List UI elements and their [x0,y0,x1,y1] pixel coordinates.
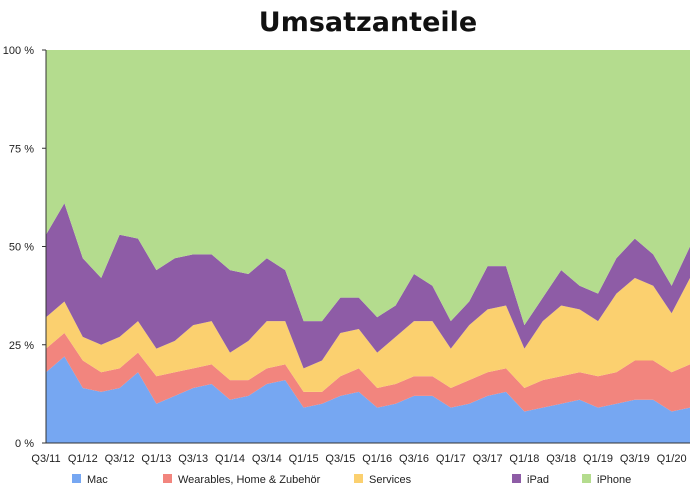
area-wearables-home-zubeh-r [46,332,690,412]
x-axis: Q3/11 Q1/12 Q3/12 Q1/13 Q3/13 Q1/14 Q3/14 Q1/15… [31,442,690,465]
area-iphone [46,50,690,326]
y-tick-label: 100 % [3,45,34,57]
x-tick-label: Q1/13 [141,453,171,465]
x-tick-label: Q3/18 [546,453,576,465]
area-ipad [46,203,690,369]
legend-swatch [163,474,172,483]
legend-item-ipad: iPad [512,474,549,486]
x-tick-label: Q1/16 [362,453,392,465]
legend-label: Services [369,474,412,486]
legend-item-mac: Mac [72,474,108,486]
x-tick-label: Q3/11 [31,453,60,465]
legend-swatch [582,474,591,483]
y-tick-label: 0 % [15,438,34,450]
area-mac [46,356,690,443]
legend-label: Wearables, Home & Zubehör [178,474,321,486]
x-tick-label: Q3/19 [620,453,650,465]
x-tick-label: Q1/18 [509,453,539,465]
legend-label: Mac [87,474,108,486]
legend: Mac Wearables, Home & Zubehör Services iPad… [72,474,631,486]
x-tick-label: Q1/17 [436,453,466,465]
y-tick-label: 75 % [9,143,34,155]
legend-item-wearables-home-zubeh-r: Wearables, Home & Zubehör [163,474,321,486]
x-tick-label: Q3/17 [473,453,503,465]
x-tick-label: Q3/16 [399,453,429,465]
x-tick-label: Q1/12 [68,453,98,465]
y-axis: 0 % 25 % 50 % 75 % 100 % [3,45,47,450]
legend-label: iPad [527,474,549,486]
x-tick-label: Q1/20 [657,453,687,465]
chart-title: Umsatzanteile [259,7,477,38]
x-tick-label: Q3/12 [105,453,135,465]
x-tick-label: Q1/14 [215,453,245,465]
x-tick-label: Q1/19 [583,453,613,465]
x-tick-label: Q1/15 [289,453,319,465]
x-tick-label: Q3/15 [325,453,355,465]
legend-item-iphone: iPhone [582,474,631,486]
legend-item-services: Services [354,474,412,486]
legend-swatch [72,474,81,483]
legend-swatch [512,474,521,483]
y-tick-label: 25 % [9,340,34,352]
legend-label: iPhone [597,474,631,486]
area-services [46,277,690,392]
y-tick-label: 50 % [9,242,34,254]
series-areas [46,50,690,443]
x-tick-label: Q3/13 [178,453,208,465]
legend-swatch [354,474,363,483]
x-tick-label: Q3/14 [252,453,282,465]
